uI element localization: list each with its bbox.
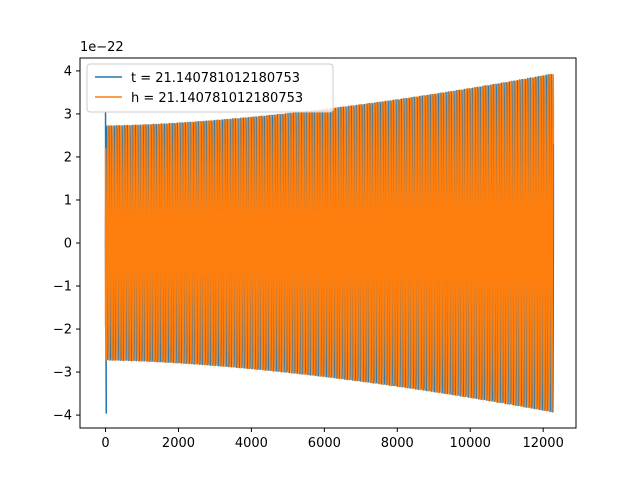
y-tick-label: 1 <box>64 193 72 208</box>
x-tick-label: 12000 <box>522 436 563 451</box>
y-axis: −4 −3 −2 −1 0 1 2 3 4 <box>53 64 80 424</box>
y-offset-label: 1e−22 <box>80 40 124 55</box>
y-tick-label: −4 <box>53 409 72 424</box>
y-tick-label: −3 <box>53 366 72 381</box>
legend: t = 21.140781012180753 h = 21.1407810121… <box>86 63 334 113</box>
x-axis: 0 2000 4000 6000 8000 10000 12000 <box>101 428 564 451</box>
y-tick-label: −2 <box>53 323 72 338</box>
y-tick-label: 3 <box>64 107 72 122</box>
x-tick-label: 10000 <box>450 436 491 451</box>
y-tick-label: 0 <box>64 237 72 252</box>
x-tick-label: 2000 <box>162 436 195 451</box>
legend-box <box>86 63 334 113</box>
x-tick-label: 4000 <box>235 436 268 451</box>
y-tick-label: 4 <box>64 64 72 79</box>
y-tick-label: −1 <box>53 280 72 295</box>
x-tick-label: 6000 <box>308 436 341 451</box>
x-tick-label: 8000 <box>381 436 414 451</box>
legend-label-h: h = 21.140781012180753 <box>131 91 303 106</box>
x-tick-label: 0 <box>101 436 109 451</box>
series-line-h <box>104 73 555 413</box>
series-layer <box>104 73 555 414</box>
y-tick-label: 2 <box>64 150 72 165</box>
legend-label-t: t = 21.140781012180753 <box>131 71 300 86</box>
